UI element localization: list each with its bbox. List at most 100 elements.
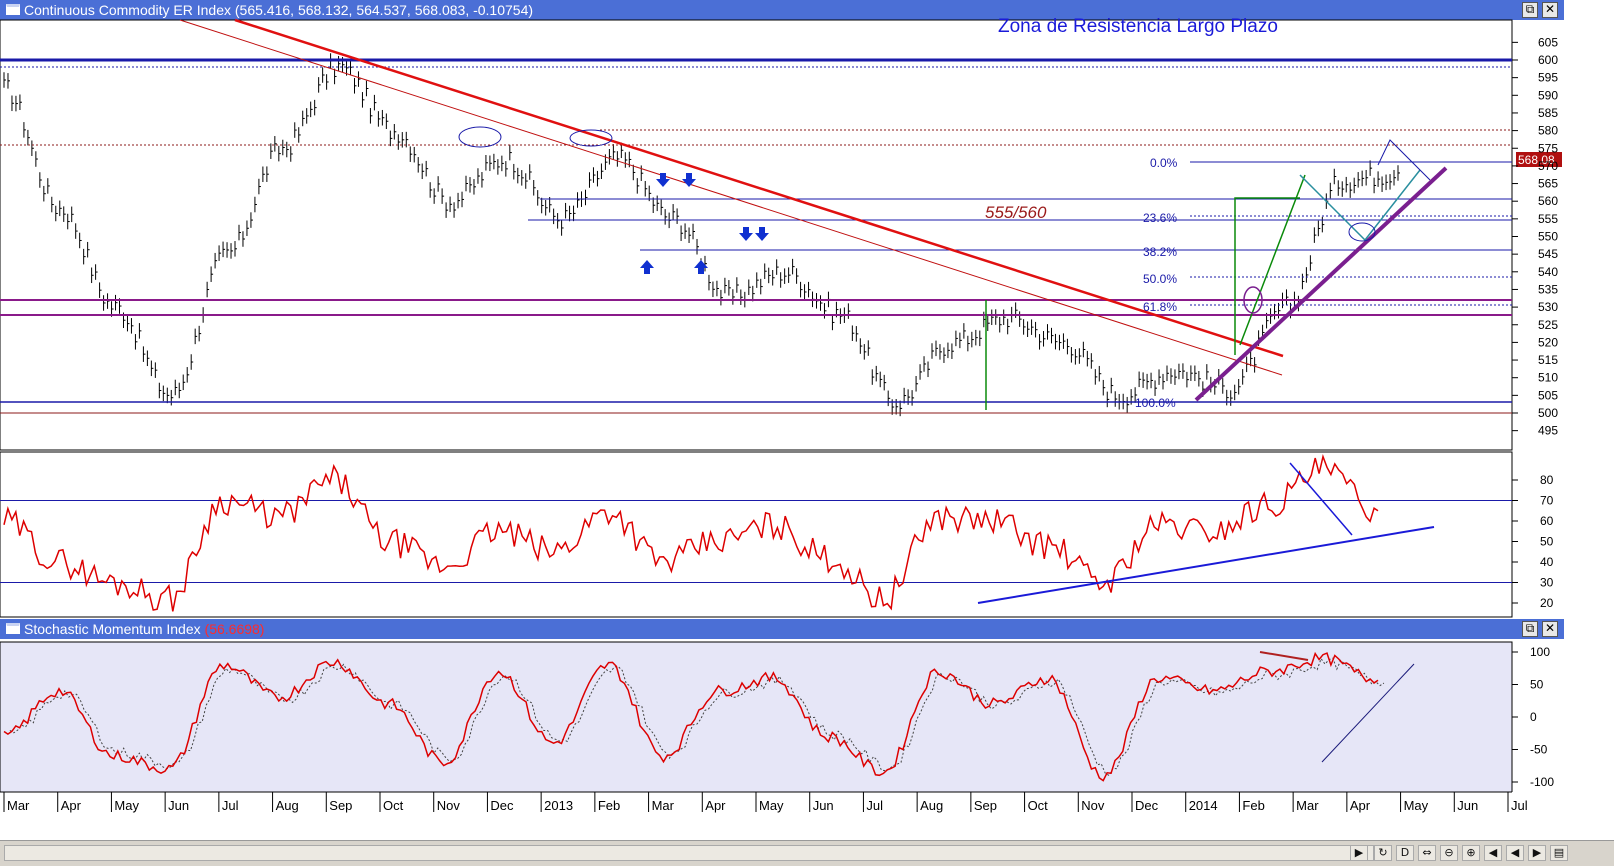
status-bar-button[interactable]: ⊖ [1440,845,1458,861]
smi-signal-line [9,657,1385,777]
main-close-button[interactable]: ✕ [1542,2,1558,18]
up-arrow-icon [694,260,708,274]
downtrend-line-minor [179,19,1283,376]
rsi-y-tick-label: 70 [1540,494,1554,508]
price-y-tick-label: 520 [1538,335,1558,349]
green-fib-bracket [1234,197,1300,355]
rsi-line [3,453,1379,612]
last-price-tag-text: 568.08 [1518,153,1555,167]
price-y-tick-label: 555 [1538,212,1558,226]
price-y-tick-label: 605 [1538,35,1558,49]
status-bar-button[interactable]: ⊕ [1462,845,1480,861]
smi-close-button[interactable]: ✕ [1542,621,1558,637]
price-y-tick-label: 550 [1538,230,1558,244]
status-bar-button[interactable]: ⇔ [1418,845,1436,861]
status-bar-button[interactable]: ◀ [1506,845,1524,861]
x-tick-label: Dec [1135,798,1159,813]
main-window-stats: (565.416, 568.132, 564.537, 568.083, -0.… [234,2,534,18]
x-tick-label: Aug [276,798,299,813]
x-tick-label: May [1404,798,1429,813]
rsi-y-tick-label: 20 [1540,596,1554,610]
up-arrow-icon [640,260,654,274]
last-price-tag [1516,152,1562,167]
smi-restore-button[interactable]: ⧉ [1522,621,1538,637]
main-restore-button[interactable]: ⧉ [1522,2,1538,18]
x-tick-label: Jun [168,798,189,813]
status-bar: ▶ ↻ D ⇔ ⊖ ⊕ ◀ ◀ ▶ ▤ [0,840,1614,866]
rsi-y-tick-label: 50 [1540,535,1554,549]
x-tick-label: Jul [866,798,883,813]
x-tick-label: Dec [490,798,514,813]
price-y-tick-label: 505 [1538,388,1558,402]
price-y-tick-label: 535 [1538,282,1558,296]
rsi-y-tick-label: 30 [1540,576,1554,590]
x-tick-label: Apr [705,798,726,813]
x-tick-label: Jul [1511,798,1528,813]
down-arrow-icon [682,173,696,187]
price-y-axis: 495 500 505 510 515 520 525 530 535 540 545 550 555 5… [1512,35,1558,438]
price-y-tick-label: 530 [1538,300,1558,314]
price-y-tick-label: 495 [1538,424,1558,438]
smi-uptrend-line [1321,663,1415,763]
horizontal-scrollbar[interactable] [4,845,1374,861]
price-y-tick-label: 560 [1538,194,1558,208]
smi-window-stats: (56.6698) [204,621,265,637]
smi-y-tick-label: 100 [1530,645,1550,659]
smi-window-titlebar[interactable]: Stochastic Momentum Index (56.6698) ⧉ ✕ [0,619,1564,639]
smi-window-title: Stochastic Momentum Index [24,621,201,637]
chart-window-icon [6,4,20,15]
uptrend-line [1194,166,1448,402]
price-y-tick-label: 525 [1538,318,1558,332]
chart-window-icon [6,623,20,634]
x-tick-label: May [114,798,139,813]
price-panel [0,19,1513,451]
x-tick-label: Jul [222,798,239,813]
smi-y-tick-label: 0 [1530,710,1537,724]
x-tick-label: Mar [7,798,30,813]
price-series-layer [3,53,1400,417]
price-y-tick-label: 515 [1538,353,1558,367]
x-tick-label: Feb [598,798,620,813]
price-y-tick-label: 500 [1538,406,1558,420]
price-y-tick-label: 545 [1538,247,1558,261]
status-bar-button[interactable]: ▶ [1350,845,1368,861]
rsi-y-tick-label: 40 [1540,555,1554,569]
rsi-support-trendline [977,526,1435,604]
top-ellipse-2 [569,129,613,147]
status-bar-button[interactable]: ▤ [1550,845,1568,861]
rsi-downtrend-line [1289,462,1353,536]
x-tick-label: Nov [437,798,461,813]
fib-level-label: 38.2% [1143,245,1177,259]
status-bar-button[interactable]: ↻ [1374,845,1392,861]
downtrend-line-major [234,18,1284,358]
x-tick-label: 2013 [544,798,573,813]
green-rally-line [1239,174,1306,346]
down-arrow-icon [656,173,670,187]
x-tick-label: Feb [1242,798,1264,813]
smi-divergence-line [1259,651,1309,661]
price-y-tick-label: 590 [1538,88,1558,102]
rsi-panel [0,451,1513,618]
status-bar-button[interactable]: ◀ [1484,845,1502,861]
x-tick-label: Apr [61,798,82,813]
x-tick-label: Sep [329,798,352,813]
chart-area: Zona de Resistencia Largo Plazo 555/560 … [0,16,1614,840]
down-arrow-icon [755,227,769,241]
projection-arrow [1377,139,1431,181]
x-axis-strip [0,792,1614,840]
status-bar-button[interactable]: ▶ [1528,845,1546,861]
down-arrow-icon [739,227,753,241]
main-window-titlebar[interactable]: Continuous Commodity ER Index (565.416, … [0,0,1564,20]
status-bar-button[interactable]: D [1396,845,1414,861]
top-ellipse-1 [458,126,502,148]
arrow-markers [640,173,769,274]
x-tick-label: Nov [1081,798,1105,813]
x-tick-label: Oct [383,798,404,813]
smi-y-tick-label: -50 [1530,743,1548,757]
smi-series-layer [3,651,1385,782]
fib-level-label: 23.6% [1143,211,1177,225]
x-tick-label: 2014 [1189,798,1218,813]
x-tick-label: Mar [652,798,675,813]
fib-level-label: 100.0% [1135,396,1176,410]
price-y-tick-label: 580 [1538,124,1558,138]
